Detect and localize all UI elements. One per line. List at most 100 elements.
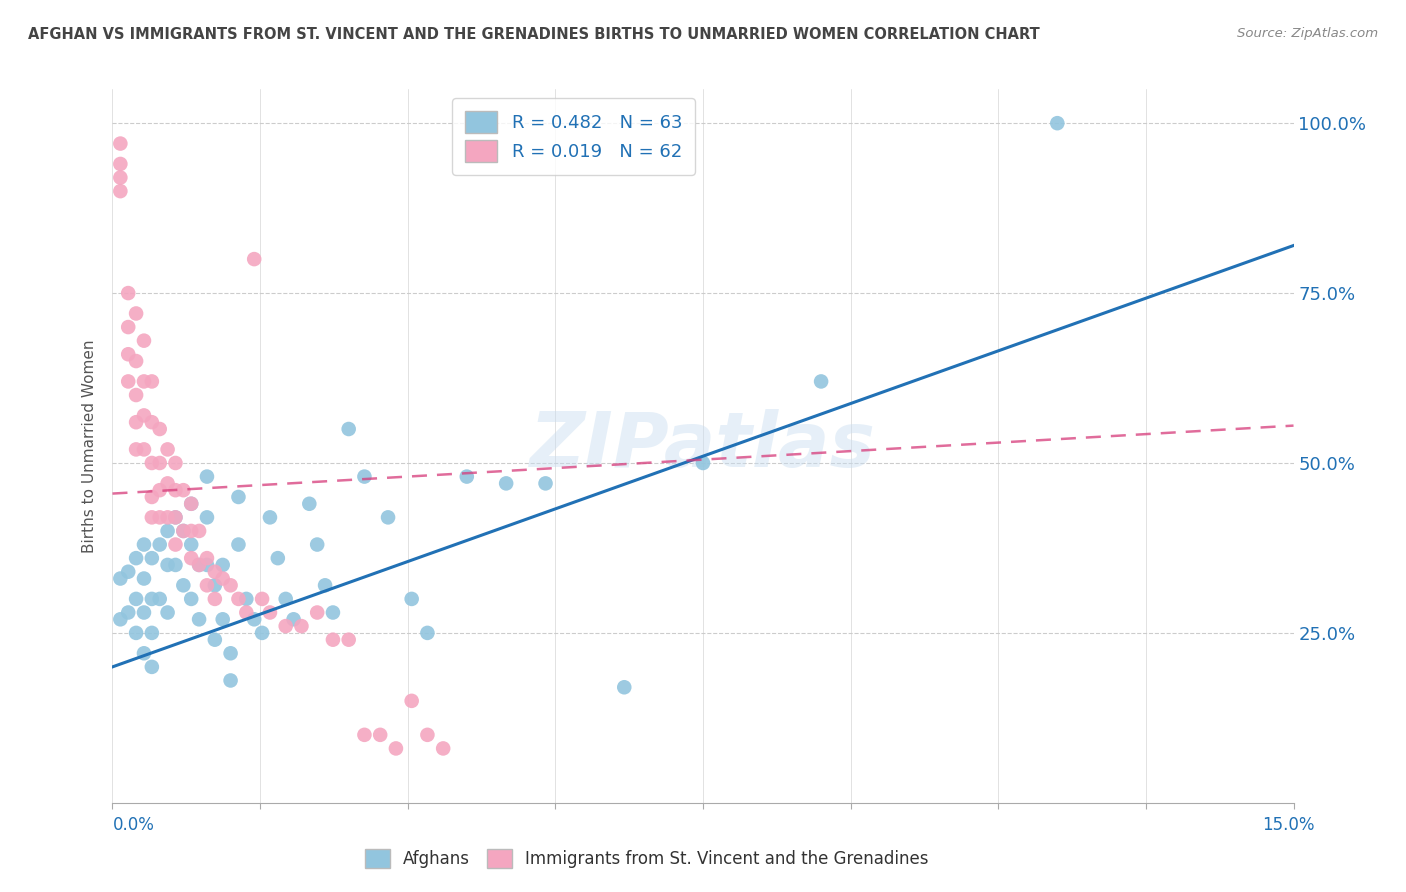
Point <box>1046 116 1069 130</box>
Point <box>156 476 179 491</box>
Point <box>132 334 155 348</box>
Point <box>385 741 408 756</box>
Point <box>195 469 218 483</box>
Point <box>298 497 321 511</box>
Point <box>307 537 329 551</box>
Point <box>117 565 139 579</box>
Point <box>172 483 194 498</box>
Point <box>132 572 155 586</box>
Point <box>195 578 218 592</box>
Point <box>259 606 281 620</box>
Point <box>219 673 242 688</box>
Point <box>117 375 139 389</box>
Point <box>141 490 163 504</box>
Point <box>274 591 297 606</box>
Point <box>125 306 148 320</box>
Point <box>141 551 163 566</box>
Point <box>495 476 517 491</box>
Point <box>125 354 148 368</box>
Point <box>165 537 187 551</box>
Point <box>314 578 336 592</box>
Point <box>211 572 233 586</box>
Point <box>132 537 155 551</box>
Point <box>172 578 194 592</box>
Point <box>132 646 155 660</box>
Point <box>141 591 163 606</box>
Y-axis label: Births to Unmarried Women: Births to Unmarried Women <box>82 339 97 553</box>
Point <box>307 606 329 620</box>
Point <box>377 510 399 524</box>
Point <box>125 415 148 429</box>
Point <box>149 591 172 606</box>
Point <box>156 606 179 620</box>
Point <box>165 558 187 572</box>
Point <box>156 524 179 538</box>
Point <box>110 136 132 151</box>
Point <box>416 626 439 640</box>
Point <box>204 578 226 592</box>
Point <box>149 510 172 524</box>
Point <box>401 591 423 606</box>
Point <box>250 591 273 606</box>
Point <box>692 456 714 470</box>
Point <box>211 558 233 572</box>
Point <box>368 728 391 742</box>
Point <box>353 469 375 483</box>
Point <box>188 558 211 572</box>
Point <box>172 524 194 538</box>
Point <box>432 741 454 756</box>
Point <box>228 537 250 551</box>
Legend: Afghans, Immigrants from St. Vincent and the Grenadines: Afghans, Immigrants from St. Vincent and… <box>359 843 935 875</box>
Point <box>180 497 202 511</box>
Point <box>613 680 636 694</box>
Point <box>188 612 211 626</box>
Point <box>110 184 132 198</box>
Point <box>456 469 478 483</box>
Point <box>132 606 155 620</box>
Point <box>219 646 242 660</box>
Point <box>141 510 163 524</box>
Point <box>117 347 139 361</box>
Point <box>149 422 172 436</box>
Point <box>195 510 218 524</box>
Point <box>195 551 218 566</box>
Point <box>180 537 202 551</box>
Point <box>259 510 281 524</box>
Point <box>141 415 163 429</box>
Point <box>156 510 179 524</box>
Point <box>267 551 290 566</box>
Point <box>188 558 211 572</box>
Point <box>228 591 250 606</box>
Point <box>322 606 344 620</box>
Point <box>274 619 297 633</box>
Point <box>117 286 139 301</box>
Point <box>110 157 132 171</box>
Point <box>125 442 148 457</box>
Point <box>283 612 305 626</box>
Point <box>165 510 187 524</box>
Point <box>180 551 202 566</box>
Point <box>117 320 139 334</box>
Point <box>110 170 132 185</box>
Point <box>172 524 194 538</box>
Text: ZIPatlas: ZIPatlas <box>530 409 876 483</box>
Point <box>132 442 155 457</box>
Point <box>534 476 557 491</box>
Point <box>141 375 163 389</box>
Point <box>195 558 218 572</box>
Point <box>165 510 187 524</box>
Point <box>188 524 211 538</box>
Point <box>110 572 132 586</box>
Point <box>204 591 226 606</box>
Text: Source: ZipAtlas.com: Source: ZipAtlas.com <box>1237 27 1378 40</box>
Point <box>117 606 139 620</box>
Point <box>204 565 226 579</box>
Point <box>290 619 312 633</box>
Point <box>219 578 242 592</box>
Point <box>125 591 148 606</box>
Point <box>141 456 163 470</box>
Legend: R = 0.482   N = 63, R = 0.019   N = 62: R = 0.482 N = 63, R = 0.019 N = 62 <box>453 98 695 175</box>
Point <box>156 442 179 457</box>
Point <box>132 375 155 389</box>
Point <box>337 422 360 436</box>
